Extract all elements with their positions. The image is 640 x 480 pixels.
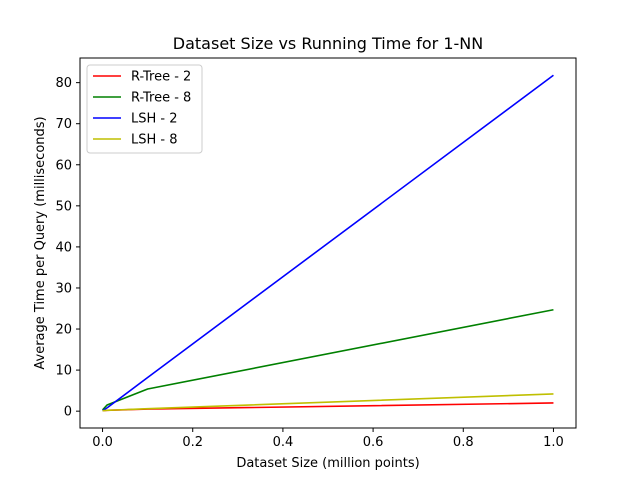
y-tick-label: 0 xyxy=(64,405,72,420)
series-layer xyxy=(101,74,554,412)
x-tick-label: 0.4 xyxy=(273,435,294,450)
x-axis-ticks: 0.0 0.2 0.4 0.6 0.8 1.0 xyxy=(92,428,564,450)
legend-label-3: LSH - 8 xyxy=(131,133,178,148)
y-tick-label: 20 xyxy=(55,323,72,338)
x-tick-label: 0.2 xyxy=(182,435,203,450)
legend-label-1: R-Tree - 8 xyxy=(131,91,191,106)
y-tick-label: 80 xyxy=(55,76,72,91)
legend-label-2: LSH - 2 xyxy=(131,112,178,127)
legend-box xyxy=(86,64,203,154)
y-tick-label: 60 xyxy=(55,158,72,173)
x-tick-label: 0.6 xyxy=(363,435,384,450)
y-tick-label: 70 xyxy=(55,117,72,132)
plot-frame xyxy=(79,57,577,429)
series-line-0 xyxy=(102,402,554,412)
y-axis-ticks: 0 10 20 30 40 50 60 70 80 xyxy=(55,76,80,420)
x-tick-label: 0.0 xyxy=(92,435,113,450)
y-tick-label: 40 xyxy=(55,240,72,255)
legend: R-Tree - 2 R-Tree - 8 LSH - 2 LSH - 8 xyxy=(86,64,203,154)
series-line-1 xyxy=(101,308,554,411)
x-tick-label: 0.8 xyxy=(453,435,474,450)
x-tick-label: 1.0 xyxy=(543,435,564,450)
y-tick-label: 30 xyxy=(55,281,72,296)
chart-title: Dataset Size vs Running Time for 1-NN xyxy=(173,34,483,53)
series-line-3 xyxy=(102,393,554,412)
x-axis-label: Dataset Size (million points) xyxy=(236,456,419,471)
legend-label-0: R-Tree - 2 xyxy=(131,70,191,85)
series-line-2 xyxy=(102,74,554,412)
y-axis-label: Average Time per Query (milliseconds) xyxy=(33,116,48,369)
y-tick-label: 10 xyxy=(55,364,72,379)
y-tick-label: 50 xyxy=(55,199,72,214)
